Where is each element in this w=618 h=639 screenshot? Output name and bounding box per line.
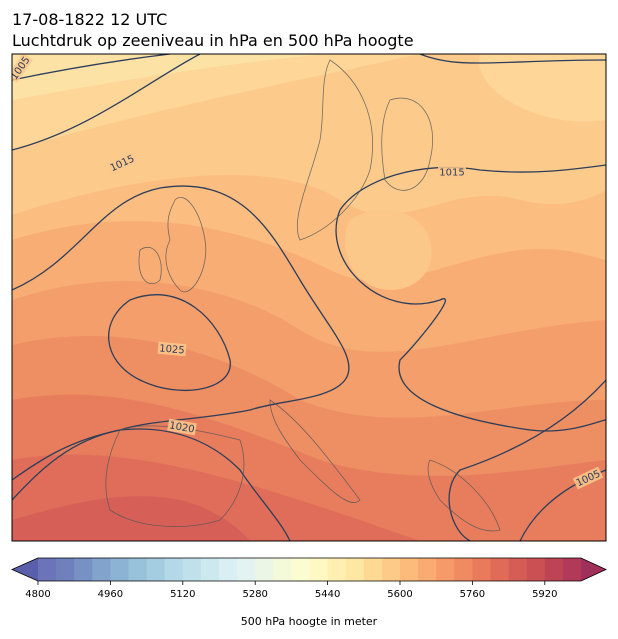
band <box>345 209 432 290</box>
colorbar-segment <box>255 558 274 581</box>
colorbar-extend-low <box>12 558 38 581</box>
colorbar-segment <box>182 558 202 581</box>
contour-label-bg <box>157 341 187 357</box>
colorbar-tick-label: 4800 <box>25 589 50 600</box>
colorbar-segment <box>291 558 310 581</box>
contour-label: 1020 <box>168 420 195 435</box>
colorbar-segment <box>562 558 582 581</box>
colorbar-segment <box>200 558 220 581</box>
colorbar: 4800 4960 5120 5280 5440 5600 5760 5920 <box>11 557 607 600</box>
colorbar-segment <box>164 558 184 581</box>
colorbar-segment <box>327 558 347 581</box>
colorbar-segment <box>309 558 329 581</box>
colorbar-outline <box>11 557 607 582</box>
colorbar-segment <box>526 558 546 581</box>
colorbar-segment <box>454 558 473 581</box>
colorbar-tick-label: 5440 <box>315 589 340 600</box>
colorbar-segment <box>38 558 57 581</box>
colorbar-tick-label: 5920 <box>532 589 557 600</box>
colorbar-segment <box>472 558 491 581</box>
colorbar-segment <box>128 558 148 581</box>
colorbar-segment <box>544 558 564 581</box>
colorbar-segment <box>418 558 437 581</box>
colorbar-segment <box>345 558 365 581</box>
contour-label: 1025 <box>159 343 185 356</box>
colorbar-segment <box>363 558 383 581</box>
colorbar-segment <box>92 558 111 581</box>
band <box>12 496 250 541</box>
colorbar-segment <box>146 558 166 581</box>
title-line-2: Luchtdruk op zeeniveau in hPa en 500 hPa… <box>12 31 414 50</box>
colorbar-label: 500 hPa hoogte in meter <box>241 615 378 628</box>
contour-label: 1015 <box>439 168 464 179</box>
colorbar-segment <box>273 558 292 581</box>
colorbar-tick-label: 5280 <box>242 589 267 600</box>
colorbar-segment <box>436 558 455 581</box>
colorbar-tick-label: 5120 <box>170 589 195 600</box>
colorbar-segment <box>400 558 419 581</box>
colorbar-tick-label: 5600 <box>387 589 412 600</box>
colorbar-segment <box>508 558 528 581</box>
map-frame <box>11 53 607 542</box>
colorbar-segment <box>237 558 256 581</box>
contour-label-bg <box>438 166 466 178</box>
colorbar-tick-label: 5760 <box>460 589 485 600</box>
colorbar-tick-label: 4960 <box>98 589 123 600</box>
contour-label-bg <box>106 151 138 175</box>
colorbar-segment <box>56 558 75 581</box>
colorbar-segment <box>110 558 129 581</box>
title-line-1: 17-08-1822 12 UTC <box>12 10 167 29</box>
colorbar-segment <box>219 558 238 581</box>
contour-label-bg <box>167 418 197 436</box>
colorbar-extend-high <box>581 558 606 581</box>
contour-label-bg <box>12 54 33 83</box>
colorbar-segment <box>381 558 401 581</box>
contour-label-bg <box>572 466 604 490</box>
coastlines <box>105 59 501 532</box>
colorbar-segment <box>74 558 93 581</box>
colorbar-segment <box>490 558 510 581</box>
